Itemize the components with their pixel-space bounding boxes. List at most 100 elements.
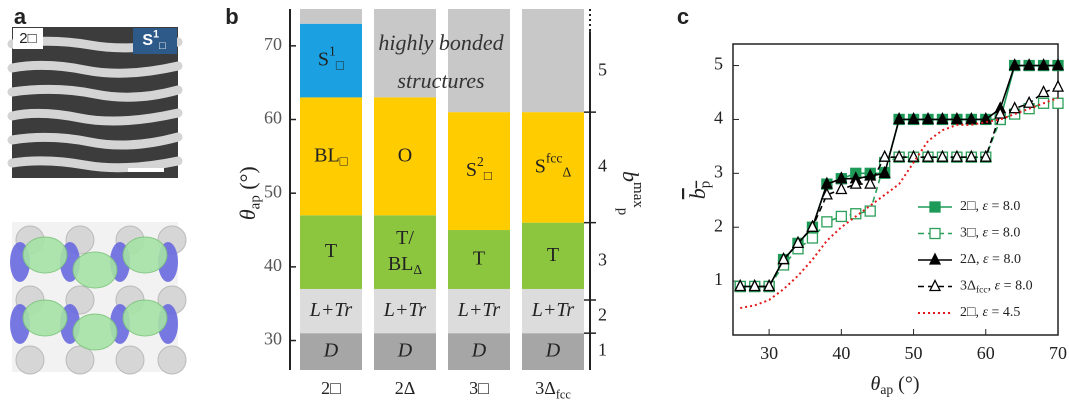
marker: [807, 233, 817, 243]
x-tick-label: 60: [977, 343, 995, 363]
legend-marker-shape: [930, 202, 940, 212]
text-part: ap: [880, 382, 893, 397]
y-tick-label: 3: [714, 161, 723, 181]
text-part: D: [323, 339, 339, 361]
x-tick-label: 2□: [321, 378, 341, 398]
text-part: Δ: [562, 165, 571, 180]
phase-segment: [448, 9, 510, 112]
phase-label: D: [545, 339, 561, 361]
y-axis-label: bp: [685, 181, 714, 199]
y-tick-label: 30: [264, 329, 282, 349]
legend-marker-shape: [930, 229, 940, 239]
text-part: S: [535, 155, 546, 177]
x-tick-label: 30: [760, 343, 778, 363]
text-part: 1: [329, 44, 336, 59]
y-tick-label: 1: [714, 269, 723, 289]
text-part: b: [618, 171, 643, 182]
text-part: L+Tr: [309, 299, 353, 321]
text-part: L+Tr: [383, 299, 427, 321]
text-part: = 8.0: [1000, 279, 1032, 294]
y-tick-label: 70: [264, 34, 282, 54]
phase-label: T: [325, 240, 337, 262]
phase-segment: [448, 112, 510, 230]
y-tick-label: 60: [264, 108, 282, 128]
y-tick-label: 40: [264, 255, 282, 275]
text-part: ,: [988, 279, 995, 294]
phase-label: T: [547, 243, 559, 265]
text-part: □: [336, 58, 344, 73]
text-part: (°): [893, 373, 919, 395]
y2-axis-label: bmaxp: [614, 171, 645, 215]
text-part: T: [547, 243, 559, 265]
marker: [822, 217, 832, 227]
y2-level-label: 4: [598, 156, 607, 176]
text-part: fcc: [976, 285, 988, 296]
text-part: highly bonded: [378, 30, 504, 55]
marker: [880, 151, 890, 161]
text-part: BL: [314, 144, 340, 166]
text-part: 2□,: [960, 199, 982, 214]
text-part: 2□: [321, 378, 341, 398]
text-part: L+Tr: [457, 299, 501, 321]
text-part: □: [159, 40, 166, 52]
rendering: [10, 222, 186, 374]
text-part: O: [398, 144, 412, 166]
text-part: θ: [871, 373, 881, 395]
legend-marker-shape: [930, 281, 940, 291]
x-tick-label: 3Δfcc: [535, 378, 571, 401]
text-part: max: [629, 182, 645, 208]
page: { "panel_labels": ["a", "b", "c"], "pane…: [0, 0, 1069, 401]
phase-segment: [522, 9, 584, 112]
marker: [1010, 103, 1020, 113]
phase-label: L+Tr: [309, 299, 353, 321]
text-part: = 4.5: [988, 305, 1020, 320]
text-part: = 8.0: [988, 226, 1020, 241]
legend-marker: [930, 281, 940, 291]
micrograph: [12, 27, 178, 178]
text-part: p: [698, 181, 714, 188]
marker: [1053, 98, 1063, 108]
legend-label: 3□, ε = 8.0: [960, 226, 1020, 241]
image-label: 2□: [19, 30, 36, 47]
phase-label: D: [397, 339, 413, 361]
y2-level-label: 5: [598, 60, 607, 80]
x-tick-label: 2Δ: [395, 378, 416, 398]
phase-segment: [300, 24, 362, 98]
text-part: p: [614, 208, 630, 215]
legend-label: 2□, ε = 4.5: [960, 305, 1020, 320]
phase-label: T: [473, 247, 485, 269]
figure: a b c 2□ S1□ 304050607: [0, 0, 1069, 401]
text-part: S: [466, 159, 477, 181]
y-axis-label: θap (°): [235, 166, 264, 220]
text-part: T: [473, 247, 485, 269]
legend-label: 2Δ, ε = 8.0: [960, 252, 1021, 267]
text-part: 2Δ: [395, 378, 416, 398]
text-part: structures: [397, 68, 484, 93]
text-part: 2□,: [960, 305, 982, 320]
text-part: 3□,: [960, 226, 982, 241]
phase-label: D: [323, 339, 339, 361]
phase-segment: [522, 112, 584, 223]
text-part: D: [471, 339, 487, 361]
phase-label: O: [398, 144, 412, 166]
text-part: 1: [153, 28, 159, 40]
phase-label: L+Tr: [457, 299, 501, 321]
text-part: 3Δ: [960, 279, 976, 294]
phase-segment: [300, 9, 362, 24]
panel-label: b: [225, 4, 238, 29]
legend-label: 3Δfcc, ε = 8.0: [960, 279, 1033, 296]
marker: [1024, 97, 1034, 107]
text-part: T/: [396, 227, 414, 249]
phase-label: L+Tr: [531, 299, 575, 321]
marker: [1053, 81, 1063, 91]
x-tick-label: 3□: [469, 378, 489, 398]
text-part: BL: [388, 253, 414, 275]
legend-label: 2□, ε = 8.0: [960, 199, 1020, 214]
x-tick-label: 50: [905, 343, 923, 363]
text-part: 2: [477, 154, 484, 169]
y-tick-label: 4: [714, 108, 723, 128]
phase-label: L+Tr: [383, 299, 427, 321]
y-tick-label: 5: [714, 54, 723, 74]
text-part: Δ: [413, 262, 422, 277]
text-part: = 8.0: [989, 252, 1021, 267]
